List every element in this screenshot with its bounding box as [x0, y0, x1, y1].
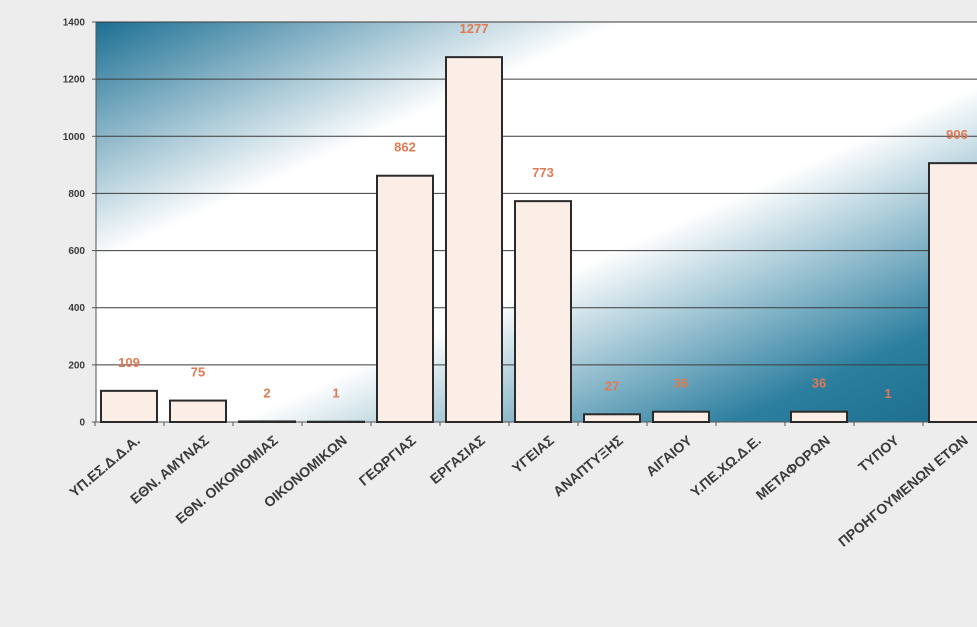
category-label: ΤΥΠΟΥ [855, 432, 902, 475]
bar [238, 420, 296, 423]
category-label: ΑΝΑΠΤΥΞΗΣ [550, 432, 626, 499]
category-label: ΥΓΕΙΑΣ [509, 432, 557, 476]
data-labels: 109 75 2 1 862 1277 773 27 36 36 1 906 [118, 21, 968, 401]
y-tick-label: 1400 [63, 18, 86, 29]
bar [790, 410, 848, 424]
y-tick-label: 200 [68, 360, 85, 371]
bars [100, 56, 977, 424]
data-label: 1277 [460, 21, 489, 36]
bar [583, 413, 641, 423]
data-label: 773 [532, 165, 554, 180]
data-label: 906 [946, 127, 968, 142]
data-label: 75 [191, 365, 205, 380]
data-label: 862 [394, 140, 416, 155]
category-label: ΜΕΤΑΦΟΡΩΝ [753, 432, 833, 503]
data-label: 36 [812, 376, 826, 391]
bar [652, 410, 710, 424]
data-label: 1 [884, 386, 891, 401]
data-label: 2 [263, 385, 270, 400]
category-label: ΕΡΓΑΣΙΑΣ [427, 432, 488, 487]
data-label: 27 [605, 378, 619, 393]
y-tick-label: 1000 [63, 132, 86, 143]
bar [376, 174, 434, 423]
bar [928, 162, 977, 423]
bar [100, 389, 158, 424]
y-tick-label: 0 [79, 418, 85, 429]
y-tick-label: 1200 [63, 75, 86, 86]
y-tick-label: 800 [68, 189, 85, 200]
bar [169, 399, 227, 424]
bar [514, 200, 572, 423]
y-tick-label: 400 [68, 303, 85, 314]
bar [445, 56, 503, 424]
data-label: 1 [332, 386, 339, 401]
category-label: ΠΡΟΗΓΟΥΜΕΝΩΝ ΕΤΩΝ [835, 432, 971, 550]
category-label: ΓΕΩΡΓΙΑΣ [356, 432, 419, 489]
data-label: 109 [118, 355, 140, 370]
category-label: ΑΙΓΑΙΟΥ [643, 432, 696, 480]
data-label: 36 [674, 376, 688, 391]
y-tick-label: 600 [68, 246, 85, 257]
